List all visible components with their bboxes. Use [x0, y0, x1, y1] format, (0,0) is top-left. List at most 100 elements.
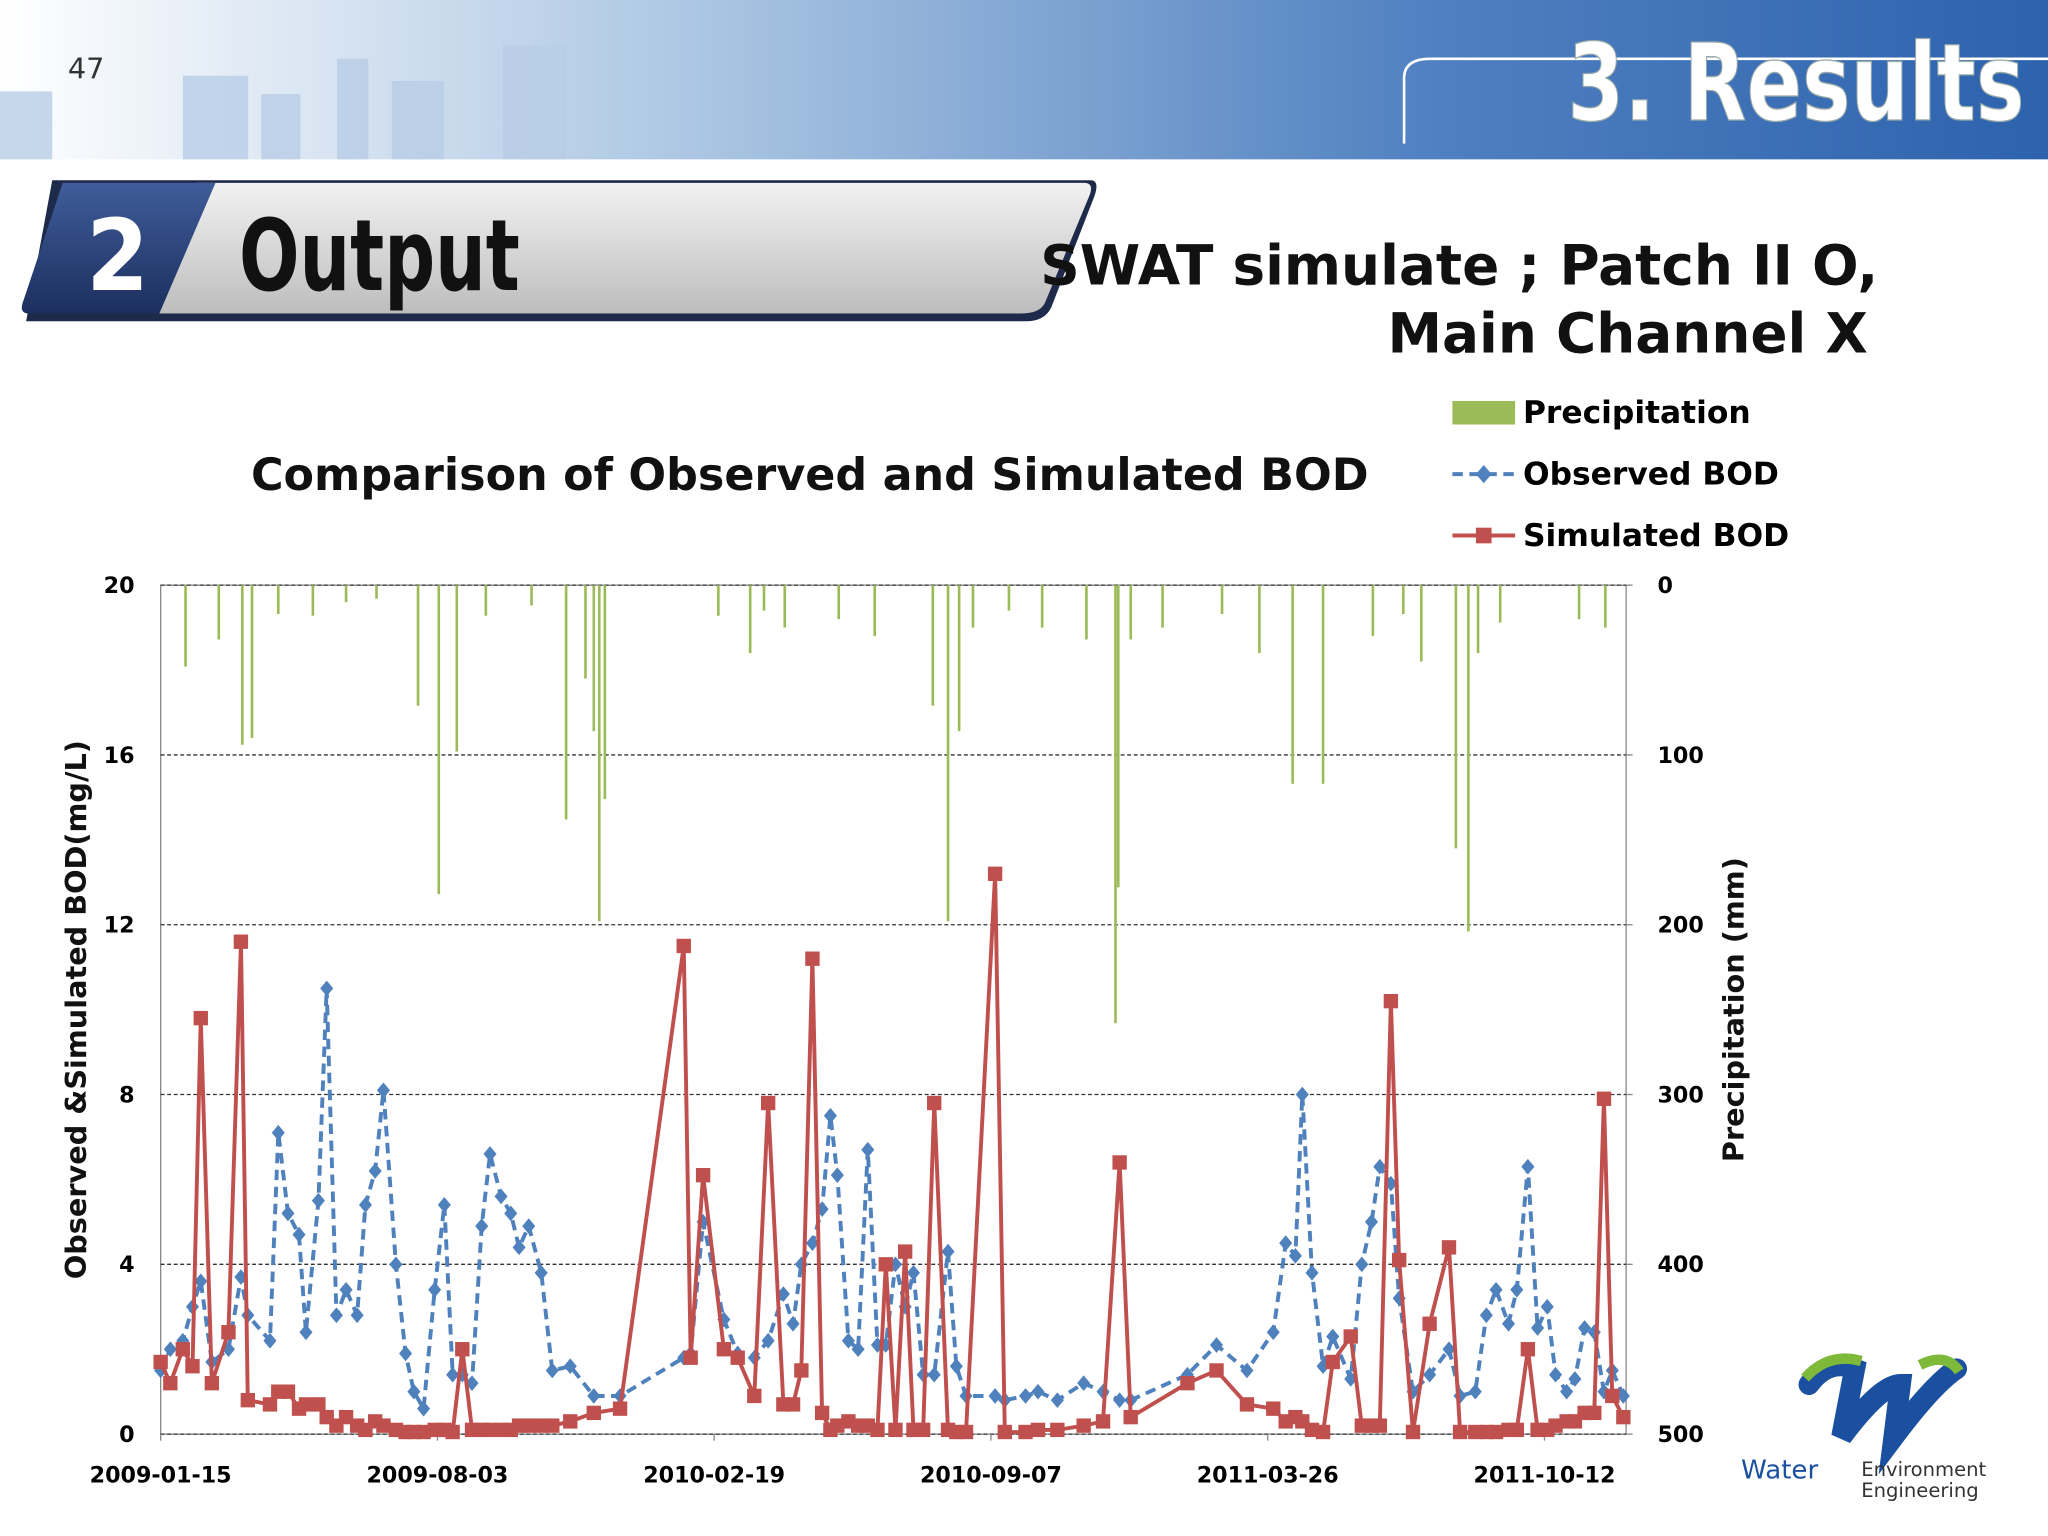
- marker: [878, 1257, 893, 1272]
- chart-title: Comparison of Observed and Simulated BOD: [251, 450, 1369, 501]
- marker: [280, 1384, 296, 1399]
- marker: [376, 1082, 390, 1099]
- marker: [1209, 1337, 1224, 1353]
- precip-bar: [837, 585, 841, 620]
- marker: [563, 1414, 578, 1429]
- precip-bar: [276, 585, 280, 615]
- marker: [1596, 1091, 1612, 1106]
- marker: [1616, 1409, 1631, 1425]
- precip-bar: [1467, 585, 1470, 932]
- precip-bar: [1454, 585, 1458, 849]
- marker: [1520, 1342, 1536, 1357]
- marker: [587, 1388, 601, 1404]
- marker: [683, 1350, 698, 1365]
- legend-marker: [1475, 527, 1492, 544]
- marker: [1239, 1397, 1255, 1412]
- marker: [861, 1141, 875, 1158]
- y2-axis-label: Precipitation (mm): [1717, 857, 1751, 1162]
- marker: [730, 1350, 745, 1365]
- marker: [1468, 1424, 1483, 1440]
- marker: [1076, 1418, 1091, 1433]
- marker: [1405, 1424, 1421, 1440]
- precip-bar: [1476, 585, 1480, 654]
- precip-bar: [1371, 585, 1375, 637]
- marker: [455, 1342, 470, 1357]
- marker: [185, 1359, 200, 1374]
- marker: [338, 1409, 354, 1425]
- marker: [437, 1197, 451, 1213]
- skyline: [0, 45, 566, 160]
- x-tick-label: 2010-09-07: [920, 1462, 1062, 1488]
- marker: [1587, 1405, 1602, 1421]
- y-tick-label: 16: [104, 743, 135, 769]
- marker: [1605, 1388, 1620, 1404]
- precip-bar: [717, 585, 720, 616]
- y-tick-label: 12: [104, 913, 135, 939]
- marker: [1372, 1418, 1387, 1433]
- step-title: Output: [239, 199, 520, 314]
- marker: [927, 1095, 942, 1111]
- precip-bar: [1116, 585, 1120, 888]
- x-tick-label: 2010-02-19: [643, 1462, 785, 1488]
- marker: [785, 1397, 801, 1412]
- marker: [1364, 1214, 1379, 1230]
- marker: [897, 1244, 913, 1259]
- precip-bar: [416, 585, 420, 706]
- marker: [1112, 1155, 1127, 1170]
- marker: [987, 866, 1003, 881]
- logo-text: Environment: [1861, 1458, 1986, 1481]
- marker: [563, 1358, 577, 1375]
- precip-bar: [957, 585, 961, 732]
- marker: [794, 1363, 809, 1378]
- marker: [915, 1422, 931, 1438]
- marker: [1325, 1354, 1340, 1370]
- precip-bar: [584, 585, 587, 679]
- marker: [193, 1010, 208, 1026]
- marker: [870, 1422, 885, 1438]
- precip-bar: [1577, 585, 1581, 620]
- marker: [504, 1205, 518, 1222]
- precip-bar: [1161, 585, 1164, 628]
- marker: [298, 1397, 314, 1412]
- marker: [1383, 993, 1399, 1009]
- marker: [262, 1397, 278, 1412]
- marker: [1441, 1240, 1457, 1255]
- marker: [1095, 1414, 1111, 1429]
- precip-bar: [603, 585, 607, 800]
- marker: [949, 1358, 963, 1375]
- precip-bar: [250, 585, 254, 738]
- marker: [1030, 1422, 1046, 1438]
- logo: Water Environment Engineering: [1741, 1353, 1987, 1502]
- marker: [153, 1354, 168, 1370]
- precip-bar: [1291, 585, 1294, 784]
- precip-bar: [1114, 585, 1117, 1024]
- marker: [1548, 1418, 1563, 1433]
- precip-bar: [311, 585, 315, 616]
- marker: [1209, 1363, 1224, 1378]
- precip-bar: [484, 585, 488, 616]
- marker: [311, 1397, 326, 1412]
- marker: [175, 1342, 190, 1357]
- marker: [1355, 1256, 1369, 1273]
- marker: [851, 1341, 865, 1358]
- y2-tick-label: 200: [1657, 913, 1703, 939]
- section-title: 3. Results: [1567, 22, 2024, 146]
- marker: [586, 1405, 601, 1421]
- y-tick-label: 4: [119, 1252, 134, 1278]
- precip-bar: [946, 585, 950, 922]
- marker: [814, 1405, 830, 1421]
- marker: [1488, 1424, 1504, 1440]
- x-tick-label: 2011-03-26: [1197, 1462, 1339, 1488]
- marker: [1315, 1424, 1331, 1440]
- precip-bar: [1402, 585, 1405, 615]
- marker: [1442, 1341, 1456, 1358]
- precip-bar: [455, 585, 459, 752]
- marker: [1423, 1366, 1437, 1383]
- legend-swatch: [1452, 400, 1516, 425]
- marker: [1326, 1328, 1340, 1345]
- x-tick-label: 2009-08-03: [366, 1462, 508, 1488]
- marker: [830, 1418, 845, 1433]
- y-tick-label: 8: [119, 1082, 134, 1108]
- marker: [358, 1197, 372, 1213]
